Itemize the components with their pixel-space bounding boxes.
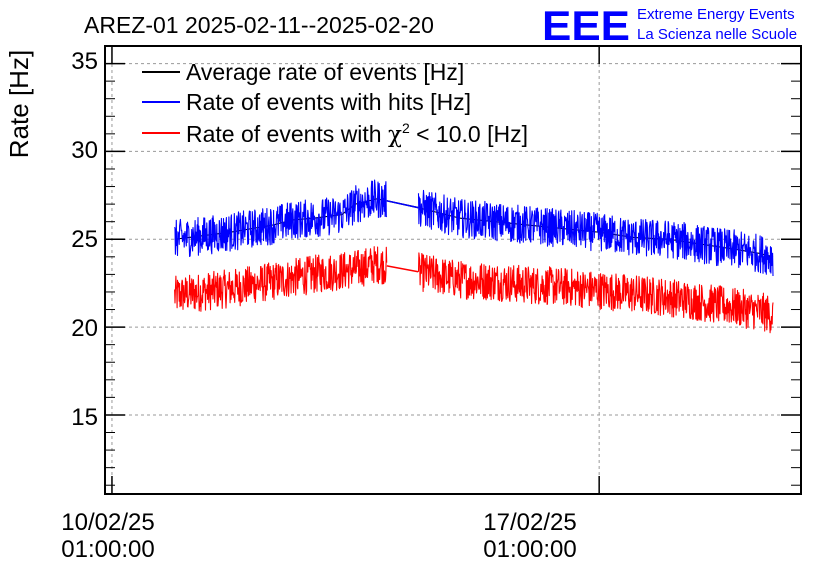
x-tick-time-0: 01:00:00 xyxy=(61,536,154,563)
plot-frame xyxy=(104,45,802,495)
legend: Average rate of events [Hz] Rate of even… xyxy=(142,59,528,148)
x-tick-date-1: 17/02/25 xyxy=(483,509,576,536)
series-gap-bridge-2 xyxy=(386,265,419,273)
eee-logo: EEE Extreme Energy Events La Scienza nel… xyxy=(542,2,797,49)
logo-line-2: La Scienza nelle Scuole xyxy=(637,26,797,43)
x-tick-date-0: 10/02/25 xyxy=(61,509,154,536)
series-line-1-segment-1 xyxy=(417,189,774,277)
y-axis-label: Rate [Hz] xyxy=(4,50,34,158)
legend-label-hits: Rate of events with hits [Hz] xyxy=(186,89,471,115)
axis-ticks xyxy=(105,45,801,494)
chart-title: AREZ-01 2025-02-11--2025-02-20 xyxy=(84,12,434,38)
legend-chi2-prefix: Rate of events with xyxy=(186,121,388,147)
legend-chi2-symbol: χ xyxy=(388,122,402,148)
y-tick-label-20: 20 xyxy=(71,315,98,342)
y-tick-label-25: 25 xyxy=(71,226,98,253)
eee-logo-text: EEE xyxy=(542,2,630,49)
y-tick-label-15: 15 xyxy=(71,404,98,431)
series-line-1-segment-0 xyxy=(174,179,388,258)
series-group xyxy=(174,179,774,334)
y-tick-label-35: 35 xyxy=(71,48,98,75)
x-tick-time-1: 01:00:00 xyxy=(483,536,576,563)
legend-chi2-superscript: 2 xyxy=(402,120,410,136)
legend-label-chi2: Rate of events with χ2 < 10.0 [Hz] xyxy=(186,120,528,148)
legend-chi2-suffix: < 10.0 [Hz] xyxy=(410,121,528,147)
y-tick-label-30: 30 xyxy=(71,137,98,164)
grid xyxy=(105,46,801,494)
logo-line-1: Extreme Energy Events xyxy=(637,6,795,23)
series-line-2-segment-0 xyxy=(174,246,388,312)
legend-label-average: Average rate of events [Hz] xyxy=(186,59,464,85)
series-line-2-segment-1 xyxy=(417,252,774,334)
series-gap-bridge-1 xyxy=(386,200,419,209)
